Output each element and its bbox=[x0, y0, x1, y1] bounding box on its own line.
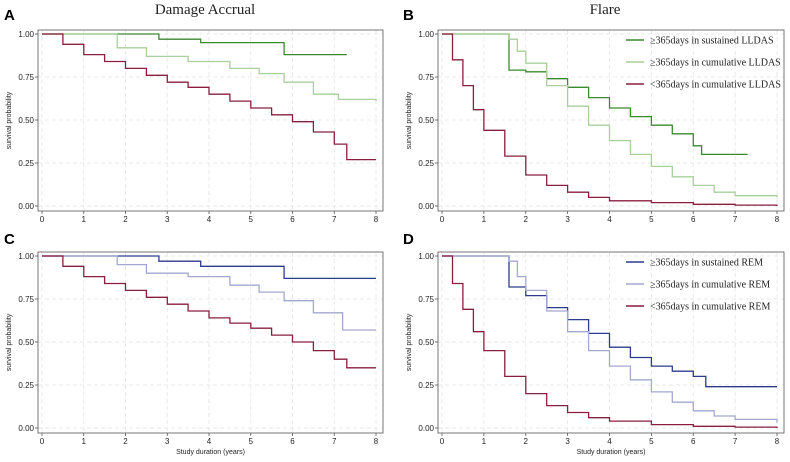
x-tick-label: 2 bbox=[524, 215, 529, 224]
plot-frame bbox=[37, 251, 384, 434]
y-tick-label: 0.00 bbox=[18, 202, 34, 211]
y-tick-label: 0.25 bbox=[18, 159, 34, 168]
y-tick-label: 0.25 bbox=[418, 159, 434, 168]
x-tick-label: 5 bbox=[649, 437, 654, 446]
survival-curve--365days-in-sustained-rem bbox=[442, 255, 777, 388]
x-tick-label: 6 bbox=[290, 437, 295, 446]
legend-label: ≥365days in sustained REM bbox=[650, 258, 763, 269]
survival-curve-cumulative bbox=[42, 255, 376, 331]
y-axis-label: survival probability bbox=[406, 91, 413, 149]
y-tick-label: 1.00 bbox=[18, 30, 34, 39]
x-tick-label: 0 bbox=[440, 215, 445, 224]
x-tick-label: 7 bbox=[733, 437, 738, 446]
panel-a: A 0.00 0.25 0.50 0.75 1.00 0 1 2 3 4 5 6 7 8 survival p… bbox=[4, 7, 384, 224]
y-tick-label: 0.50 bbox=[418, 338, 434, 347]
column-title-damage-accrual: Damage Accrual bbox=[155, 2, 255, 18]
survival-curve--365days-in-cumulative-lldas bbox=[442, 33, 778, 198]
legend-label: ≥365days in cumulative LLDAS bbox=[650, 58, 781, 69]
x-tick-label: 4 bbox=[207, 215, 212, 224]
x-tick-label: 2 bbox=[524, 437, 529, 446]
panel-letter: D bbox=[403, 231, 414, 248]
x-tick-label: 6 bbox=[691, 215, 696, 224]
panel-d: D 0.00 0.25 0.50 0.75 1.00 0 1 2 3 4 5 6 7 8 survival p… bbox=[403, 231, 785, 456]
y-tick-label: 1.00 bbox=[418, 252, 434, 261]
x-tick-label: 8 bbox=[374, 437, 379, 446]
x-tick-label: 7 bbox=[332, 215, 337, 224]
x-tick-label: 1 bbox=[82, 215, 87, 224]
x-tick-label: 6 bbox=[691, 437, 696, 446]
legend-label: ≥365days in sustained LLDAS bbox=[650, 36, 774, 47]
y-tick-label: 0.75 bbox=[418, 73, 434, 82]
x-tick-label: 5 bbox=[249, 437, 254, 446]
x-tick-label: 3 bbox=[565, 437, 570, 446]
x-tick-label: 0 bbox=[440, 437, 445, 446]
plot-frame bbox=[37, 29, 384, 212]
x-tick-label: 4 bbox=[607, 437, 612, 446]
y-tick-label: 0.50 bbox=[18, 116, 34, 125]
panel-letter: B bbox=[403, 7, 414, 24]
y-tick-label: 0.75 bbox=[18, 73, 34, 82]
legend: ≥365days in sustained LLDAS ≥365days in c… bbox=[626, 36, 781, 91]
survival-curve-sustained bbox=[42, 255, 376, 280]
y-tick-label: 0.50 bbox=[418, 116, 434, 125]
legend: ≥365days in sustained REM ≥365days in cum… bbox=[626, 258, 770, 313]
y-axis-label: survival probability bbox=[406, 313, 413, 371]
x-axis-label: Study duration (years) bbox=[176, 449, 245, 456]
column-title-flare: Flare bbox=[590, 2, 621, 18]
y-tick-label: 0.00 bbox=[418, 424, 434, 433]
y-tick-label: 1.00 bbox=[18, 252, 34, 261]
y-axis-label: survival probability bbox=[6, 91, 13, 149]
x-tick-label: 0 bbox=[40, 437, 45, 446]
plot-frame bbox=[437, 251, 785, 434]
x-tick-label: 4 bbox=[607, 215, 612, 224]
x-tick-label: 3 bbox=[565, 215, 570, 224]
x-tick-label: 2 bbox=[123, 437, 128, 446]
survival-curve--365days-in-sustained-lldas bbox=[442, 33, 748, 156]
x-tick-label: 7 bbox=[332, 437, 337, 446]
y-tick-label: 0.25 bbox=[18, 381, 34, 390]
survival-curve--365days-in-cumulative-rem bbox=[442, 255, 778, 423]
y-tick-label: 0.50 bbox=[18, 338, 34, 347]
y-tick-label: 0.25 bbox=[418, 381, 434, 390]
y-tick-label: 0.00 bbox=[18, 424, 34, 433]
survival-curve--365days-in-cumulative-lldas bbox=[442, 33, 778, 206]
panel-c: C 0.00 0.25 0.50 0.75 1.00 0 1 2 3 4 5 6 7 8 survival p… bbox=[4, 231, 384, 456]
x-tick-label: 4 bbox=[207, 437, 212, 446]
x-tick-label: 3 bbox=[165, 215, 170, 224]
y-tick-label: 0.75 bbox=[418, 295, 434, 304]
y-tick-label: 1.00 bbox=[418, 30, 434, 39]
x-tick-label: 1 bbox=[82, 437, 87, 446]
y-axis-label: survival probability bbox=[6, 313, 13, 371]
x-tick-label: 1 bbox=[482, 437, 487, 446]
survival-curve-lt365 bbox=[42, 255, 376, 369]
x-tick-label: 8 bbox=[775, 437, 780, 446]
x-tick-label: 8 bbox=[374, 215, 379, 224]
x-tick-label: 0 bbox=[40, 215, 45, 224]
x-tick-label: 6 bbox=[290, 215, 295, 224]
x-tick-label: 3 bbox=[165, 437, 170, 446]
panel-b: B 0.00 0.25 0.50 0.75 1.00 0 1 2 3 4 5 6 7 8 survival p… bbox=[403, 7, 785, 224]
x-axis-label: Study duration (years) bbox=[577, 449, 646, 456]
survival-curve-lt365 bbox=[42, 33, 376, 161]
x-tick-label: 1 bbox=[482, 215, 487, 224]
y-tick-label: 0.00 bbox=[418, 202, 434, 211]
legend-label: <365days in cumulative LLDAS bbox=[650, 80, 781, 91]
panel-letter: C bbox=[4, 231, 15, 248]
legend-label: ≥365days in cumulative REM bbox=[650, 280, 770, 291]
x-tick-label: 5 bbox=[649, 215, 654, 224]
legend-label: <365days in cumulative REM bbox=[650, 302, 770, 313]
x-tick-label: 5 bbox=[249, 215, 254, 224]
x-tick-label: 2 bbox=[123, 215, 128, 224]
survival-curve-cumulative bbox=[42, 33, 377, 102]
survival-curve-sustained bbox=[42, 33, 347, 56]
plot-frame bbox=[437, 29, 785, 212]
x-tick-label: 7 bbox=[733, 215, 738, 224]
panel-letter: A bbox=[4, 7, 15, 24]
x-tick-label: 8 bbox=[775, 215, 780, 224]
survival-curve--365days-in-cumulative-rem bbox=[442, 255, 778, 428]
y-tick-label: 0.75 bbox=[18, 295, 34, 304]
